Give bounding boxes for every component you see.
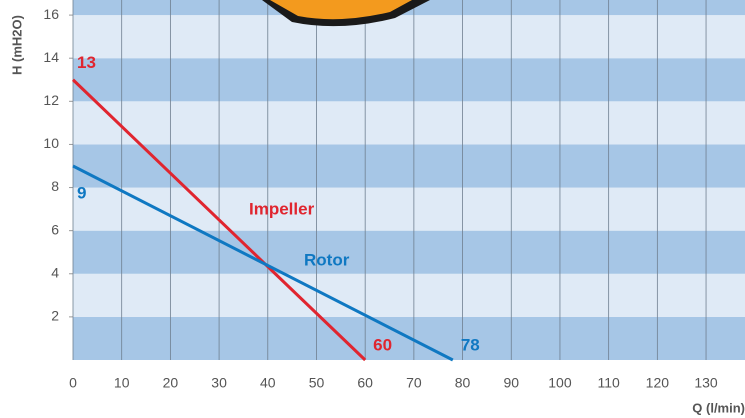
y-tick-label: 8	[51, 178, 59, 194]
data-label: 60	[373, 335, 392, 354]
band	[73, 187, 745, 231]
data-label: 9	[77, 183, 86, 202]
x-tick-label: 40	[260, 375, 276, 391]
x-tick-label: 80	[455, 375, 471, 391]
y-axis-label: H (mH2O)	[9, 15, 24, 75]
y-tick-label: 4	[51, 264, 59, 280]
series-label: Rotor	[304, 250, 350, 269]
x-tick-label: 90	[503, 375, 519, 391]
x-tick-label: 130	[694, 375, 718, 391]
band	[73, 15, 745, 59]
x-tick-label: 0	[69, 375, 77, 391]
band	[73, 273, 745, 317]
x-tick-label: 120	[646, 375, 670, 391]
x-tick-label: 30	[211, 375, 227, 391]
x-axis-label: Q (l/min)	[692, 400, 745, 415]
band	[73, 144, 745, 188]
x-tick-label: 10	[114, 375, 130, 391]
y-tick-label: 16	[43, 6, 59, 22]
line	[72, 164, 454, 362]
y-tick-label: 12	[43, 92, 59, 108]
line	[71, 78, 367, 362]
band	[73, 101, 745, 145]
grid	[69, 0, 707, 360]
x-tick-label: 110	[597, 375, 620, 391]
logo	[270, 0, 412, 20]
x-tick-label: 60	[357, 375, 373, 391]
plot	[71, 78, 454, 362]
x-tick-label: 100	[548, 375, 572, 391]
data-label: 78	[461, 335, 480, 354]
x-tick-label: 20	[163, 375, 179, 391]
data-label: 13	[77, 53, 96, 72]
y-tick-label: 2	[51, 308, 59, 324]
y-tick-label: 6	[51, 221, 59, 237]
band	[73, 230, 745, 274]
y-tick-label: 10	[43, 135, 59, 151]
band	[73, 58, 745, 102]
series-label: Impeller	[249, 199, 315, 218]
x-tick-label: 70	[406, 375, 422, 391]
x-tick-label: 50	[309, 375, 325, 391]
plot-background	[73, 0, 745, 360]
y-tick-label: 14	[43, 49, 59, 65]
